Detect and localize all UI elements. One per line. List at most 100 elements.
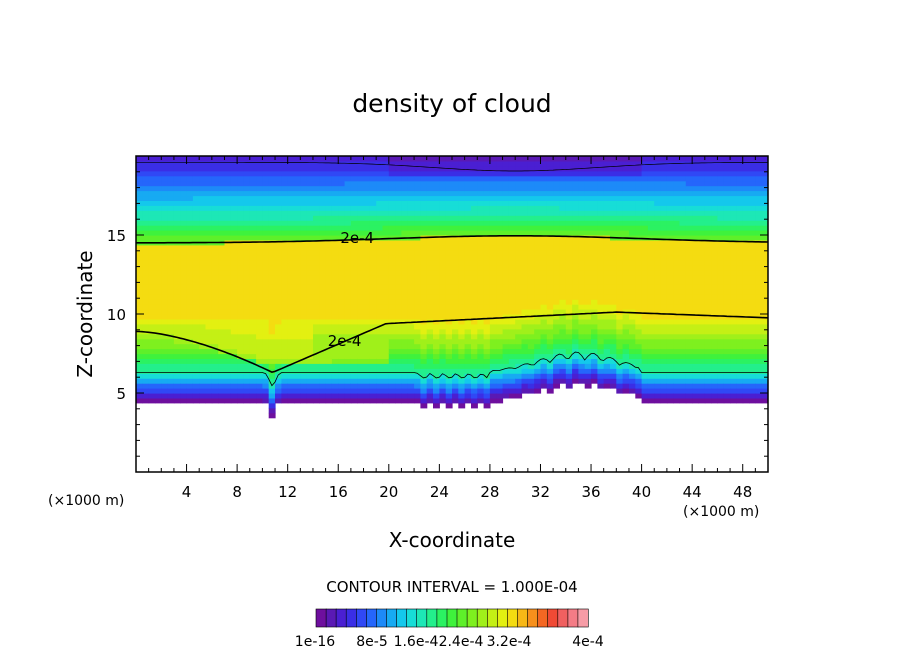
heatmap-cell <box>622 230 630 236</box>
heatmap-cell <box>730 323 737 330</box>
heatmap-cell <box>635 323 643 330</box>
heatmap-cell <box>338 170 346 177</box>
heatmap-cell <box>572 333 579 340</box>
heatmap-cell <box>382 358 390 364</box>
heatmap-cell <box>603 205 611 211</box>
heatmap-cell <box>363 393 371 399</box>
heatmap-cell <box>471 190 478 197</box>
heatmap-cell <box>496 294 504 300</box>
heatmap-cell <box>711 304 718 310</box>
heatmap-cell <box>230 249 238 256</box>
heatmap-cell <box>218 254 226 261</box>
heatmap-cell <box>641 378 649 384</box>
heatmap-cell <box>294 225 301 231</box>
heatmap-cell <box>199 363 207 369</box>
heatmap-cell <box>736 363 744 369</box>
heatmap-cell <box>167 220 175 226</box>
heatmap-cell <box>281 397 289 404</box>
heatmap-cell <box>534 170 542 177</box>
heatmap-cell <box>477 269 485 276</box>
heatmap-cell <box>515 373 523 379</box>
heatmap-cell <box>591 190 598 197</box>
heatmap-cell <box>211 170 219 177</box>
heatmap-cell <box>142 383 150 389</box>
heatmap-cell <box>591 230 598 236</box>
heatmap-cell <box>136 373 143 379</box>
heatmap-cell <box>736 323 744 330</box>
heatmap-cell <box>199 358 207 364</box>
heatmap-cell <box>458 225 466 231</box>
heatmap-cell <box>521 323 529 330</box>
heatmap-cell <box>647 170 655 177</box>
heatmap-cell <box>515 210 523 216</box>
heatmap-cell <box>388 397 396 404</box>
heatmap-cell <box>218 373 226 379</box>
contour-label: 2e-4 <box>328 332 362 350</box>
heatmap-cell <box>559 274 567 280</box>
heatmap-cell <box>401 249 409 256</box>
heatmap-cell <box>161 230 169 236</box>
heatmap-cell <box>477 175 485 182</box>
heatmap-cell <box>230 235 238 241</box>
heatmap-cell <box>616 279 624 285</box>
heatmap-cell <box>458 323 466 330</box>
heatmap-cell <box>186 190 194 197</box>
heatmap-cell <box>553 254 560 261</box>
heatmap-cell <box>515 220 523 226</box>
heatmap-cell <box>559 314 567 320</box>
heatmap-cell <box>761 180 768 187</box>
heatmap-cell <box>306 363 314 369</box>
heatmap-cell <box>730 388 737 394</box>
heatmap-cell <box>584 269 592 276</box>
heatmap-cell <box>388 220 396 226</box>
heatmap-cell <box>679 373 687 379</box>
heatmap-cell <box>673 348 681 355</box>
heatmap-cell <box>350 289 358 295</box>
heatmap-cell <box>679 368 687 374</box>
heatmap-cell <box>616 185 624 192</box>
heatmap-cell <box>420 210 428 216</box>
heatmap-cell <box>730 383 737 389</box>
heatmap-cell <box>249 249 257 256</box>
heatmap-cell <box>180 343 188 350</box>
heatmap-cell <box>489 279 497 285</box>
heatmap-cell <box>325 333 333 340</box>
heatmap-cell <box>477 284 485 290</box>
heatmap-cell <box>205 185 213 192</box>
heatmap-cell <box>647 284 655 290</box>
heatmap-cell <box>673 343 681 350</box>
heatmap-cell <box>660 348 668 355</box>
heatmap-cell <box>616 165 624 172</box>
heatmap-cell <box>186 309 194 315</box>
heatmap-cell <box>730 180 737 187</box>
heatmap-cell <box>635 274 643 280</box>
heatmap-cell <box>736 274 744 280</box>
heatmap-cell <box>629 249 636 256</box>
heatmap-cell <box>237 165 244 172</box>
heatmap-cell <box>192 279 200 285</box>
heatmap-cell <box>142 235 150 241</box>
heatmap-cell <box>256 314 263 320</box>
heatmap-cell <box>344 185 352 192</box>
heatmap-cell <box>622 318 630 325</box>
heatmap-cell <box>458 249 466 256</box>
heatmap-cell <box>192 195 200 201</box>
heatmap-cell <box>331 170 339 177</box>
heatmap-cell <box>717 225 725 231</box>
heatmap-cell <box>692 397 700 404</box>
heatmap-cell <box>294 314 301 320</box>
heatmap-cell <box>136 323 143 330</box>
heatmap-cell <box>660 314 668 320</box>
heatmap-cell <box>306 284 314 290</box>
heatmap-cell <box>268 215 276 221</box>
heatmap-cell <box>704 294 712 300</box>
heatmap-cell <box>325 235 333 241</box>
heatmap-cell <box>584 180 592 187</box>
heatmap-cell <box>679 230 687 236</box>
heatmap-cell <box>325 190 333 197</box>
heatmap-cell <box>452 304 459 310</box>
heatmap-cell <box>319 328 327 335</box>
heatmap-cell <box>325 294 333 300</box>
heatmap-cell <box>635 259 643 266</box>
heatmap-cell <box>755 309 763 315</box>
